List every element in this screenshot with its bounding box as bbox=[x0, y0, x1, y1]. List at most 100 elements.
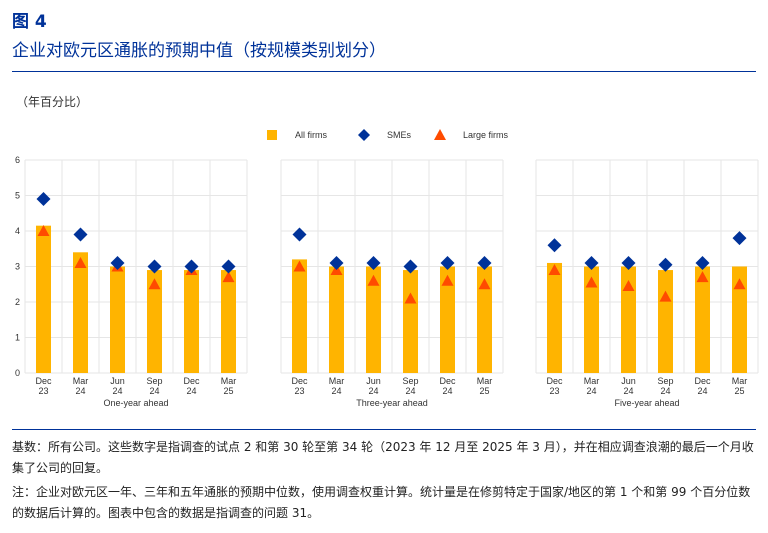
marker-large-firms bbox=[696, 271, 709, 283]
marker-large-firms bbox=[622, 280, 635, 292]
bar-all-firms bbox=[147, 270, 162, 373]
bar-all-firms bbox=[292, 259, 307, 373]
bar-all-firms bbox=[73, 252, 88, 373]
marker-smes bbox=[366, 255, 381, 270]
marker-large-firms bbox=[293, 260, 306, 272]
bar-all-firms bbox=[329, 266, 344, 373]
bar-all-firms bbox=[732, 266, 747, 373]
marker-smes bbox=[584, 255, 599, 270]
panel-x-label: One-year ahead bbox=[103, 398, 168, 408]
footnote: 注：企业对欧元区一年、三年和五年通胀的预期中位数，使用调查权重计算。统计量是在修… bbox=[12, 485, 751, 520]
x-tick-label: 24 bbox=[442, 386, 452, 396]
marker-smes bbox=[621, 255, 636, 270]
marker-large-firms bbox=[659, 290, 672, 302]
legend-label: Large firms bbox=[463, 130, 509, 140]
bar-all-firms bbox=[36, 225, 51, 373]
bar-all-firms bbox=[621, 266, 636, 373]
x-tick-label: 25 bbox=[479, 386, 489, 396]
x-tick-label: Jun bbox=[366, 376, 381, 386]
x-tick-label: 23 bbox=[38, 386, 48, 396]
bar-all-firms bbox=[440, 266, 455, 373]
chart-area: All firms SMEs Large firms0123456Dec23Mar2… bbox=[15, 129, 759, 408]
marker-smes bbox=[658, 257, 673, 272]
bar-all-firms bbox=[184, 270, 199, 373]
x-tick-label: Jun bbox=[110, 376, 125, 386]
x-tick-label: Dec bbox=[694, 376, 711, 386]
panel-x-label: Three-year ahead bbox=[356, 398, 428, 408]
marker-large-firms bbox=[148, 278, 161, 290]
x-tick-label: 24 bbox=[149, 386, 159, 396]
marker-smes bbox=[732, 231, 747, 246]
bar-all-firms bbox=[695, 266, 710, 373]
marker-large-firms bbox=[37, 225, 50, 236]
x-tick-label: 24 bbox=[697, 386, 707, 396]
marker-smes bbox=[695, 255, 710, 270]
bar-all-firms bbox=[547, 262, 562, 373]
marker-large-firms bbox=[733, 278, 746, 290]
y-tick-label: 5 bbox=[15, 191, 20, 201]
x-tick-label: 24 bbox=[75, 386, 85, 396]
x-tick-label: 24 bbox=[112, 386, 122, 396]
x-tick-label: Sep bbox=[657, 376, 673, 386]
chart-title: 企业对欧元区通胀的预期中值（按规模类别划分） bbox=[12, 41, 386, 61]
x-tick-label: 24 bbox=[660, 386, 670, 396]
legend-swatch-smes bbox=[358, 129, 370, 141]
x-tick-label: 24 bbox=[623, 386, 633, 396]
x-tick-label: Mar bbox=[584, 376, 600, 386]
marker-smes bbox=[403, 259, 418, 274]
marker-large-firms bbox=[585, 276, 598, 288]
marker-smes bbox=[184, 259, 199, 274]
marker-smes bbox=[147, 259, 162, 274]
x-tick-label: Dec bbox=[183, 376, 200, 386]
x-tick-label: Mar bbox=[221, 376, 237, 386]
x-tick-label: 25 bbox=[223, 386, 233, 396]
marker-large-firms bbox=[367, 274, 380, 286]
marker-smes bbox=[440, 255, 455, 270]
x-tick-label: Dec bbox=[291, 376, 308, 386]
y-tick-label: 6 bbox=[15, 155, 20, 165]
legend-label: All firms bbox=[295, 130, 327, 140]
bar-all-firms bbox=[477, 266, 492, 373]
x-tick-label: Mar bbox=[477, 376, 493, 386]
bar-all-firms bbox=[403, 270, 418, 373]
y-tick-label: 2 bbox=[15, 297, 20, 307]
x-tick-label: Sep bbox=[146, 376, 162, 386]
x-tick-label: 24 bbox=[586, 386, 596, 396]
marker-large-firms bbox=[222, 271, 235, 283]
marker-large-firms bbox=[548, 264, 561, 276]
x-tick-label: Mar bbox=[73, 376, 89, 386]
x-tick-label: 25 bbox=[734, 386, 744, 396]
base-note: 基数：所有公司。这些数字是指调查的试点 2 和第 30 轮至第 34 轮（202… bbox=[12, 440, 754, 475]
legend-swatch-all-firms bbox=[267, 130, 277, 140]
marker-large-firms bbox=[441, 274, 454, 286]
x-tick-label: 23 bbox=[549, 386, 559, 396]
x-tick-label: Mar bbox=[329, 376, 345, 386]
marker-large-firms bbox=[478, 278, 491, 290]
notes-divider bbox=[12, 429, 756, 430]
marker-large-firms bbox=[404, 292, 417, 304]
bar-all-firms bbox=[658, 270, 673, 373]
marker-smes bbox=[221, 259, 236, 274]
x-tick-label: Dec bbox=[439, 376, 456, 386]
legend-label: SMEs bbox=[387, 130, 412, 140]
y-tick-label: 3 bbox=[15, 262, 20, 272]
x-tick-label: Mar bbox=[732, 376, 748, 386]
x-tick-label: Sep bbox=[402, 376, 418, 386]
x-tick-label: 24 bbox=[368, 386, 378, 396]
bar-all-firms bbox=[221, 270, 236, 373]
marker-smes bbox=[329, 255, 344, 270]
marker-smes bbox=[36, 192, 51, 207]
x-tick-label: 24 bbox=[405, 386, 415, 396]
bar-all-firms bbox=[366, 266, 381, 373]
marker-smes bbox=[110, 255, 125, 270]
bar-all-firms bbox=[584, 266, 599, 373]
marker-smes bbox=[73, 227, 88, 242]
marker-large-firms bbox=[74, 256, 87, 268]
title-divider bbox=[12, 71, 756, 72]
panel-x-label: Five-year ahead bbox=[614, 398, 679, 408]
marker-smes bbox=[547, 238, 562, 253]
x-tick-label: Dec bbox=[546, 376, 563, 386]
x-tick-label: 24 bbox=[186, 386, 196, 396]
x-tick-label: 24 bbox=[331, 386, 341, 396]
y-tick-label: 1 bbox=[15, 333, 20, 343]
